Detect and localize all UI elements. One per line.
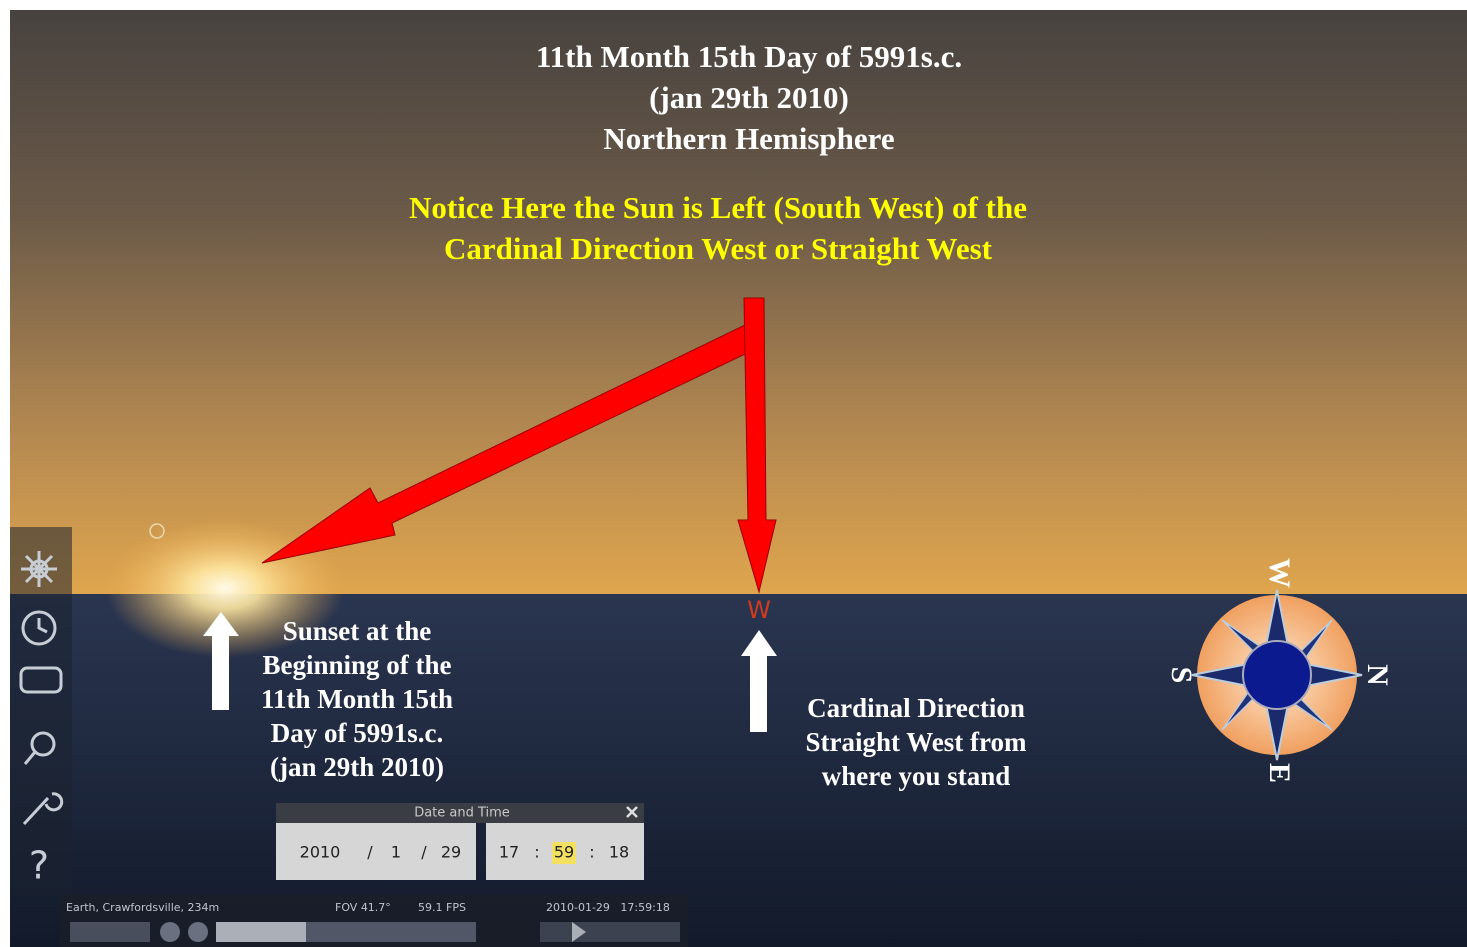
datetime: 2010-01-29 17:59:18 bbox=[546, 901, 670, 914]
separator: : bbox=[534, 843, 539, 862]
sunset-line: Beginning of the bbox=[262, 650, 451, 680]
compass-center bbox=[1243, 641, 1311, 709]
status-bar: Earth, Crawfordsville, 234m FOV 41.7° 59… bbox=[60, 895, 688, 947]
sky-icon[interactable] bbox=[21, 551, 57, 587]
second-field[interactable]: 18 bbox=[609, 843, 629, 862]
sunset-line: Sunset at the bbox=[283, 616, 432, 646]
date-dialog: Date and Time 2010 / 1 / 29 17 : 59 : 18 bbox=[276, 803, 644, 880]
header-line: (jan 29th 2010) bbox=[649, 80, 849, 115]
west-line: Cardinal Direction bbox=[807, 693, 1025, 723]
separator: / bbox=[367, 843, 373, 862]
screenshot: 11th Month 15th Day of 5991s.c. (jan 29t… bbox=[0, 0, 1467, 947]
sunset-line: (jan 29th 2010) bbox=[270, 752, 444, 782]
west-line: where you stand bbox=[822, 761, 1011, 791]
minute-field[interactable]: 59 bbox=[554, 843, 574, 862]
help-icon[interactable]: ? bbox=[29, 844, 49, 888]
separator: : bbox=[589, 843, 594, 862]
compass-letter: S bbox=[1165, 667, 1198, 684]
button[interactable] bbox=[188, 922, 208, 942]
buttons[interactable] bbox=[306, 922, 476, 942]
separator: / bbox=[421, 843, 427, 862]
compass-letter: E bbox=[1263, 763, 1296, 783]
sunset-line: 11th Month 15th bbox=[261, 684, 453, 714]
compass-letter: N bbox=[1361, 664, 1394, 686]
fps: 59.1 FPS bbox=[418, 901, 466, 914]
compass-letter: W bbox=[1263, 558, 1296, 588]
location: Earth, Crawfordsville, 234m bbox=[66, 901, 219, 914]
west-line: Straight West from bbox=[806, 727, 1027, 757]
year-field[interactable]: 2010 bbox=[300, 843, 341, 862]
button[interactable] bbox=[160, 922, 180, 942]
buttons[interactable] bbox=[70, 922, 150, 942]
side-toolbar: ? bbox=[10, 527, 72, 895]
notice-line: Notice Here the Sun is Left (South West)… bbox=[409, 190, 1027, 225]
header-line: 11th Month 15th Day of 5991s.c. bbox=[536, 39, 962, 74]
hour-field[interactable]: 17 bbox=[499, 843, 519, 862]
sunset-line: Day of 5991s.c. bbox=[271, 718, 443, 748]
dialog-title: Date and Time bbox=[414, 806, 510, 821]
buttons[interactable] bbox=[540, 922, 680, 942]
fov: FOV 41.7° bbox=[335, 901, 391, 914]
sunset-note: Sunset at the Beginning of the 11th Mont… bbox=[261, 616, 453, 782]
day-field[interactable]: 29 bbox=[441, 843, 461, 862]
west-note: Cardinal Direction Straight West from wh… bbox=[806, 693, 1027, 791]
notice-line: Cardinal Direction West or Straight West bbox=[444, 231, 993, 266]
toolbar-bg bbox=[10, 527, 72, 895]
buttons[interactable] bbox=[216, 922, 306, 942]
month-field[interactable]: 1 bbox=[391, 843, 401, 862]
cardinal-marker: W bbox=[747, 596, 771, 624]
header-line: Northern Hemisphere bbox=[603, 121, 894, 156]
